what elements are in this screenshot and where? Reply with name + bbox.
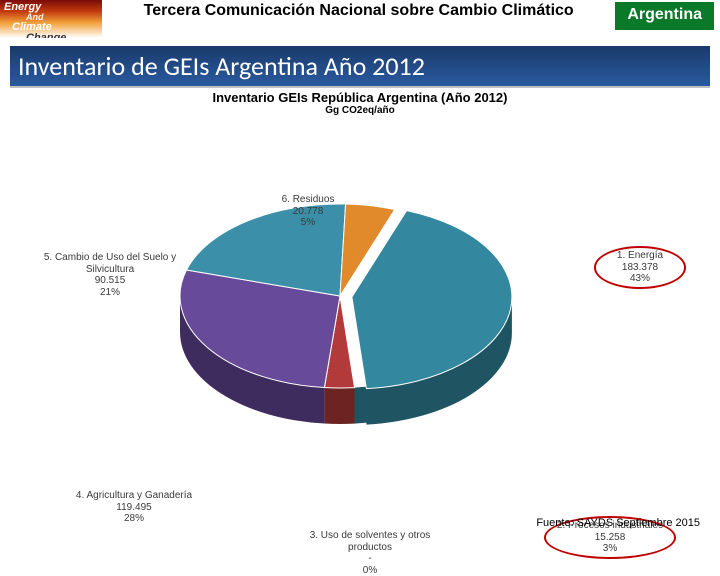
slice-percent: 5% — [301, 217, 315, 228]
slice-value: - — [368, 553, 371, 564]
slice-value: 119.495 — [116, 502, 151, 513]
slice-value: 90.515 — [95, 275, 126, 286]
chart-subtitle: Gg CO2eq/año — [10, 105, 710, 116]
logo-line1: Energy — [4, 2, 98, 13]
chart-area: Inventario GEIs República Argentina (Año… — [10, 90, 710, 510]
source-text: Fuente: SAYDS Septiembre 2015 — [536, 517, 700, 530]
logo-line4: Change — [4, 33, 98, 38]
slice-percent: 21% — [100, 287, 120, 298]
logo: Energy And Climate Change — [0, 0, 102, 38]
slice-value: 15.258 — [595, 532, 626, 543]
slice-value: 20.778 — [293, 206, 324, 217]
slice-percent: 43% — [630, 273, 650, 284]
chart-title: Inventario GEIs República Argentina (Año… — [10, 90, 710, 105]
slice-name: 4. Agricultura y Ganadería — [76, 490, 192, 501]
slice-label-suelo: 5. Cambio de Uso del Suelo y Silvicultur… — [30, 252, 190, 298]
pie-chart — [140, 136, 540, 476]
country-badge: Argentina — [615, 2, 714, 30]
slice-percent: 0% — [363, 565, 377, 576]
slice-label-energia: 1. Energía183.37843% — [600, 250, 680, 285]
slice-name: 1. Energía — [617, 250, 663, 261]
document-title: Tercera Comunicación Nacional sobre Camb… — [102, 0, 615, 20]
pie-slice-side — [324, 388, 354, 424]
slice-name: 5. Cambio de Uso del Suelo y Silvicultur… — [44, 252, 176, 275]
slice-name: 6. Residuos — [282, 194, 335, 205]
slice-value: 183.378 — [622, 262, 658, 273]
slice-percent: 28% — [124, 513, 144, 524]
section-banner: Inventario de GEIs Argentina Año 2012 — [10, 46, 710, 88]
slice-percent: 3% — [603, 543, 617, 554]
slice-name: 3. Uso de solventes y otros productos — [310, 530, 431, 553]
slice-label-solventes: 3. Uso de solventes y otros productos-0% — [290, 530, 450, 576]
slice-label-agro: 4. Agricultura y Ganadería119.49528% — [64, 490, 204, 525]
slice-label-residuos: 6. Residuos20.7785% — [268, 194, 348, 229]
